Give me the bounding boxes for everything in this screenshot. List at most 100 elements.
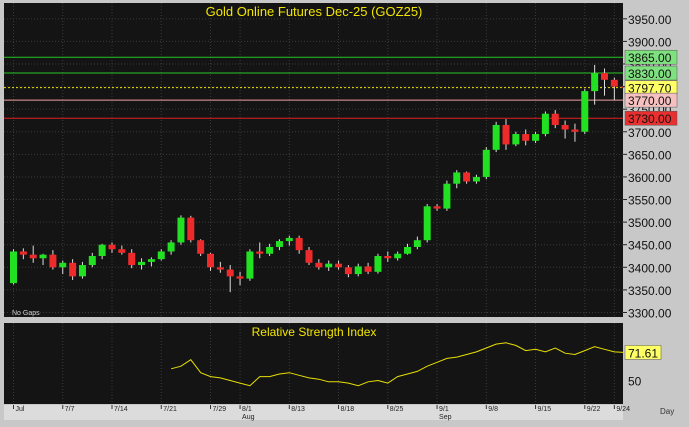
price-level-label: 3865.00 xyxy=(628,51,672,65)
rsi-line xyxy=(170,342,625,387)
candle-body xyxy=(157,251,165,260)
candle-body xyxy=(118,249,126,253)
time-axis-strip xyxy=(4,405,623,420)
candle-body xyxy=(482,149,490,177)
price-level-tag xyxy=(624,65,678,81)
candle-body xyxy=(561,124,569,130)
candle-body xyxy=(502,124,510,145)
candle-body xyxy=(492,124,500,150)
time-tick-label: 8/13 xyxy=(291,406,305,413)
candle-body xyxy=(138,261,146,266)
x-unit-label: Day xyxy=(660,407,674,416)
candle-body xyxy=(315,262,323,268)
candle-body xyxy=(246,251,254,279)
candle-body xyxy=(325,263,333,268)
price-axis: 3300.00 3350.00 3400.00 3450.00 3500.00 3550.… xyxy=(623,3,686,320)
candle-body xyxy=(197,240,205,254)
candle-body xyxy=(147,259,155,262)
candle-body xyxy=(374,256,382,272)
price-tick-label: 3450.00 xyxy=(628,239,672,253)
candle-body xyxy=(512,134,520,145)
candle-body xyxy=(364,266,372,272)
candle-body xyxy=(354,266,362,275)
price-level-tag xyxy=(624,49,678,65)
rsi-panel xyxy=(4,323,623,404)
candle-body xyxy=(88,256,96,266)
candle-body xyxy=(78,265,86,277)
candle-body xyxy=(39,254,47,259)
rsi-title: Relative Strength Index xyxy=(252,325,377,339)
candle-body xyxy=(275,241,283,247)
candle-body xyxy=(433,206,441,209)
candle-body xyxy=(256,251,264,254)
time-tick-label: 8/18 xyxy=(341,406,355,413)
candle-body xyxy=(49,254,57,268)
rsi-last-tag xyxy=(624,345,662,360)
time-tick-label: Jul xyxy=(16,406,25,413)
candle-body xyxy=(187,217,195,241)
price-tick-label: 3350.00 xyxy=(628,284,672,298)
rsi-axis: 50 71.61 xyxy=(624,323,686,404)
candle-body xyxy=(532,134,540,141)
time-tick-label: 7/29 xyxy=(213,406,227,413)
candle-body xyxy=(216,267,224,270)
price-level-label: 3830.00 xyxy=(628,67,672,81)
time-tick-label: 8/25 xyxy=(390,406,404,413)
candle-body xyxy=(591,73,599,92)
candle-body xyxy=(108,244,116,250)
price-tick-label: 3900.00 xyxy=(628,35,672,49)
candle-body xyxy=(266,246,274,254)
price-level-tag xyxy=(624,92,678,108)
candle-body xyxy=(610,79,618,87)
candle-body xyxy=(236,276,244,279)
rsi-last-label: 71.61 xyxy=(628,346,658,360)
candle-body xyxy=(413,240,421,247)
candle-body xyxy=(98,244,106,257)
time-tick-label: 7/14 xyxy=(114,406,128,413)
candle-body xyxy=(207,253,214,268)
candle-body xyxy=(226,269,234,277)
time-tick-label: 8/1 xyxy=(242,406,252,413)
price-tick-label: 3600.00 xyxy=(628,171,672,185)
price-tick-label: 3500.00 xyxy=(628,216,672,230)
candle-body xyxy=(128,252,136,266)
candle-body xyxy=(571,129,579,132)
candle-body xyxy=(10,251,17,284)
candle-body xyxy=(167,242,175,252)
time-tick-label: 7/7 xyxy=(65,406,75,413)
price-level-label: 3797.70 xyxy=(628,82,672,96)
candle-body xyxy=(472,176,480,182)
time-tick-label: 9/15 xyxy=(538,406,552,413)
no-gaps-note: No Gaps xyxy=(12,310,40,317)
candle-body xyxy=(581,91,589,132)
price-levels xyxy=(4,56,623,119)
rsi-axis-bg xyxy=(624,323,686,404)
candle-body xyxy=(344,267,352,275)
candle-body xyxy=(177,217,185,243)
candle-body xyxy=(522,134,530,141)
candle-body xyxy=(443,183,451,209)
time-tick-label: 9/1 xyxy=(439,406,449,413)
candle-body xyxy=(335,263,343,268)
time-tick-label: 7/21 xyxy=(163,406,177,413)
price-tick-label: 3400.00 xyxy=(628,261,672,275)
candle-body xyxy=(295,237,303,251)
price-tick-label: 3300.00 xyxy=(628,306,672,320)
candle-body xyxy=(29,254,37,259)
price-tick-label: 3650.00 xyxy=(628,148,672,162)
time-tick-label: 9/24 xyxy=(616,406,630,413)
price-level-tag xyxy=(624,110,678,126)
candle-body xyxy=(59,262,67,268)
price-panel xyxy=(4,3,623,317)
candle-body xyxy=(384,256,392,259)
time-tick-label: 9/22 xyxy=(587,406,601,413)
rsi-tick-label: 50 xyxy=(628,375,642,389)
candle-body xyxy=(285,237,293,242)
candle-body xyxy=(19,251,27,255)
candle-body xyxy=(541,113,549,135)
candle-body xyxy=(453,172,461,184)
candlestick-series: → xyxy=(10,64,640,293)
